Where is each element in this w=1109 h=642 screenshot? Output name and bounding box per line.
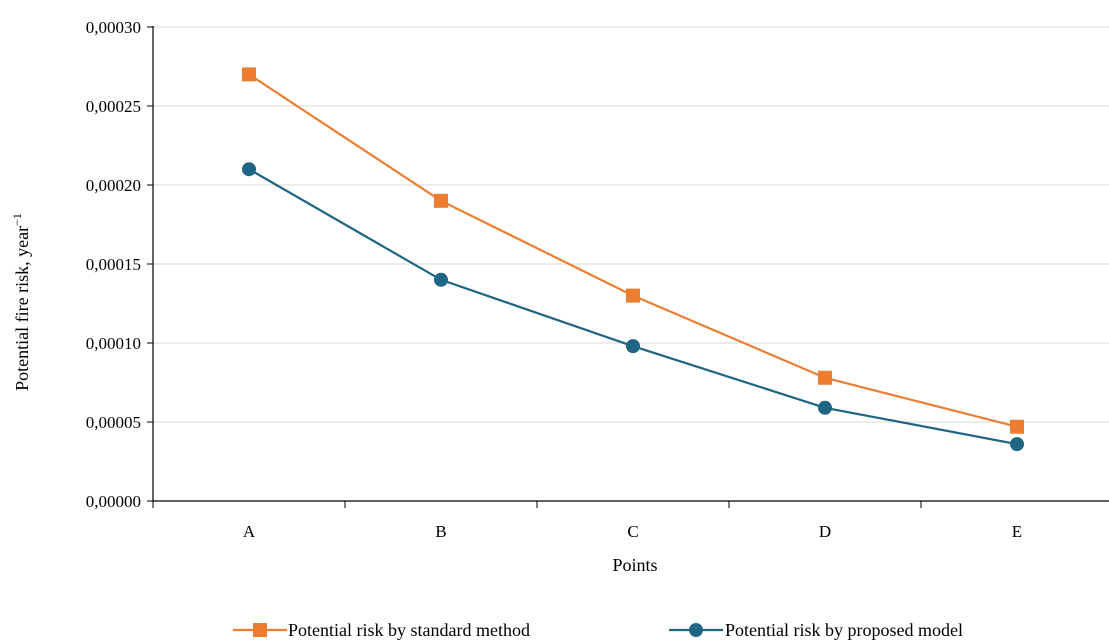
legend-marker (689, 623, 703, 637)
series-1 (242, 67, 1024, 434)
x-axis-ticks: A B C D E (152, 501, 1022, 541)
data-point (1010, 437, 1024, 452)
gridlines (153, 26, 1109, 423)
data-point (242, 67, 256, 82)
data-point (434, 272, 448, 287)
x-tick-label: B (435, 522, 446, 541)
y-axis-title-superscript: −1 (10, 213, 24, 226)
legend-label: Potential risk by standard method (288, 620, 530, 640)
y-tick-label: 0,00025 (86, 97, 141, 116)
legend-marker (253, 623, 267, 637)
data-point (626, 288, 640, 303)
x-tick-label: A (243, 522, 256, 541)
y-tick-label: 0,00015 (86, 255, 141, 274)
data-point (818, 400, 832, 415)
series-line (248, 73, 1018, 428)
series-line (248, 168, 1018, 446)
legend-item-2: Potential risk by proposed model (669, 620, 963, 640)
series-2 (242, 162, 1024, 452)
x-tick-label: D (819, 522, 831, 541)
data-point (242, 162, 256, 177)
y-tick-label: 0,00000 (86, 492, 141, 511)
y-tick-label: 0,00005 (86, 413, 141, 432)
y-tick-label: 0,00020 (86, 176, 141, 195)
series-group (242, 67, 1024, 452)
x-tick-label: E (1012, 522, 1022, 541)
y-tick-label: 0,00010 (86, 334, 141, 353)
data-point (434, 193, 448, 208)
legend-label: Potential risk by proposed model (725, 620, 963, 640)
data-point (818, 370, 832, 385)
y-axis-ticks: 0,00000 0,00005 0,00010 0,00015 0,00020 0,000… (86, 18, 153, 511)
legend-item-1: Potential risk by standard method (233, 620, 530, 640)
y-tick-label: 0,00030 (86, 18, 141, 37)
x-axis-title: Points (612, 555, 657, 575)
data-point (626, 339, 640, 354)
data-point (1010, 419, 1024, 434)
y-axis-title-main: Potential fire risk, year (12, 226, 32, 391)
x-tick-label: C (627, 522, 638, 541)
legend: Potential risk by standard method Potenti… (233, 620, 963, 640)
y-axis-title: Potential fire risk, year−1 (10, 213, 32, 391)
